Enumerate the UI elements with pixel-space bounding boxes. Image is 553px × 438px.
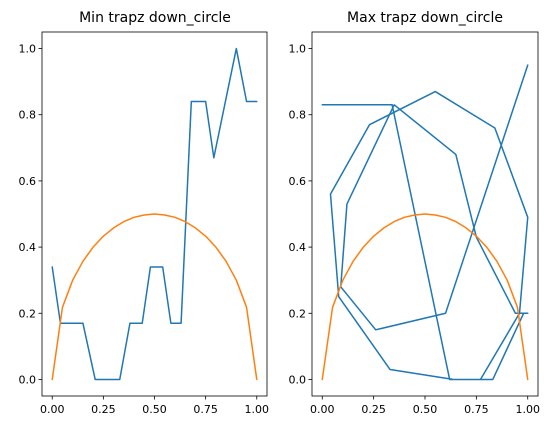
series-line-0: [321, 64, 529, 381]
y-tick-label: 0.8: [19, 109, 37, 122]
x-tick-label: 0.75: [464, 403, 489, 416]
y-tick-label: 0.4: [19, 241, 37, 254]
y-tick-label: 1.0: [19, 43, 37, 56]
x-tick-label: 0.25: [91, 403, 116, 416]
series-line-1: [51, 213, 258, 381]
y-tick-label: 0.0: [19, 373, 37, 386]
y-tick-label: 0.2: [289, 307, 307, 320]
series-layer: [51, 47, 258, 381]
ticks-layer: 0.00 0.25 0.50 0.75 1.00 0.0 0.2 0.4 0.6 0.8 1.0: [19, 43, 270, 416]
x-tick-label: 0.25: [361, 403, 386, 416]
chart-title: Min trapz down_circle: [79, 10, 231, 26]
ticks-layer: 0.00 0.25 0.50 0.75 1.00 0.0 0.2 0.4 0.6 0.8 1.0: [289, 43, 540, 416]
chart-title: Max trapz down_circle: [347, 10, 503, 26]
y-tick-label: 0.6: [289, 175, 307, 188]
y-tick-label: 1.0: [289, 43, 307, 56]
x-tick-label: 0.75: [193, 403, 218, 416]
x-tick-label: 0.50: [413, 403, 438, 416]
chart-panel-min: Min trapz down_circle 0.00 0.25 0.50 0.75 1.…: [19, 10, 270, 416]
y-tick-label: 0.4: [289, 241, 307, 254]
y-tick-label: 0.8: [289, 109, 307, 122]
y-tick-label: 0.2: [19, 307, 37, 320]
chart-panel-max: Max trapz down_circle 0.00 0.25 0.50 0.75 1.…: [289, 10, 540, 416]
y-tick-label: 0.6: [19, 175, 37, 188]
x-tick-label: 0.00: [40, 403, 65, 416]
x-tick-label: 1.00: [515, 403, 540, 416]
x-tick-label: 1.00: [245, 403, 270, 416]
series-layer: [321, 64, 529, 381]
x-tick-label: 0.50: [142, 403, 167, 416]
x-tick-label: 0.00: [310, 403, 335, 416]
y-tick-label: 0.0: [289, 373, 307, 386]
series-line-1: [321, 213, 529, 381]
series-line-0: [51, 47, 258, 381]
